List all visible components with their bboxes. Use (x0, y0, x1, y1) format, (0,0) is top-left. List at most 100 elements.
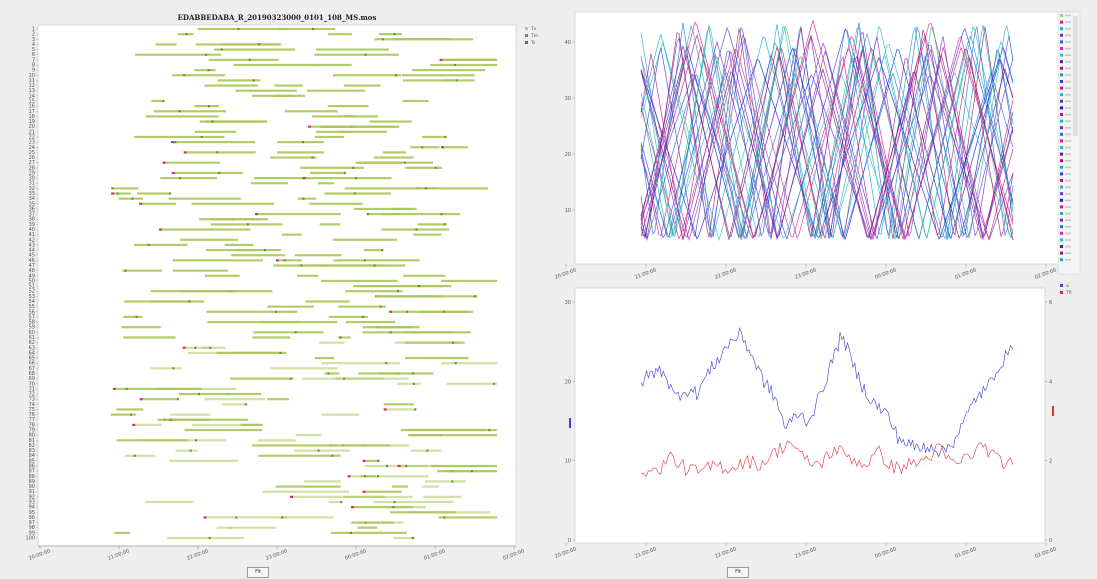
bar-segment (134, 243, 188, 247)
bar-segment (201, 346, 226, 349)
bar-segment (423, 495, 462, 498)
bar-segment (295, 434, 322, 437)
bar-marker (434, 166, 437, 169)
bar-segment (314, 135, 345, 139)
bar-marker (257, 43, 260, 46)
left-y-tick-label: 80 (29, 433, 35, 439)
left-legend-label: Ts (530, 40, 536, 46)
bar-segment (381, 228, 450, 231)
bar-marker (130, 413, 133, 416)
bar-segment (167, 536, 245, 540)
bar-marker (411, 372, 414, 375)
bar-marker (218, 171, 221, 175)
top-legend-entry (1065, 127, 1071, 129)
bar-segment (207, 320, 299, 324)
top-x-tick-label: 21:00:00 (634, 267, 657, 280)
bar-marker (418, 284, 421, 288)
bar-marker (200, 135, 203, 139)
bar-segment (306, 89, 366, 92)
bar-marker (274, 310, 277, 313)
bar-segment (410, 146, 440, 149)
bar-marker (364, 475, 367, 478)
bar-segment (153, 110, 227, 113)
left-y-tick-label: 96 (29, 515, 35, 521)
bar-marker (178, 110, 181, 113)
bar-segment (407, 511, 491, 514)
bar-segment (280, 516, 334, 519)
left-y-tick-label: 71 (29, 386, 35, 392)
bar-segment (267, 398, 290, 401)
bar-segment (443, 146, 468, 149)
top-legend-swatch (1060, 172, 1063, 176)
top-x-tick-label: 02:00:00 (1034, 267, 1057, 280)
bar-marker (381, 248, 384, 252)
top-legend-entry (1065, 113, 1071, 116)
bar-segment (233, 63, 317, 67)
bar-marker (248, 58, 251, 61)
bar-segment (347, 115, 379, 118)
bar-segment (421, 295, 478, 298)
fit-button-right[interactable]: Fit (727, 567, 749, 578)
bar-marker (412, 382, 415, 385)
top-legend-swatch (1060, 251, 1063, 255)
bar-segment (204, 274, 240, 277)
left-y-tick-label: 57 (29, 314, 35, 320)
ts-marker (255, 212, 259, 216)
top-series-line (640, 26, 1014, 239)
bar-segment (230, 377, 294, 380)
ts-marker (347, 475, 351, 478)
top-legend-swatch (1060, 20, 1063, 24)
bar-segment (382, 151, 407, 154)
top-legend-entry (1065, 74, 1071, 76)
bar-segment (216, 351, 281, 355)
bar-segment (404, 356, 469, 360)
bar-segment (274, 84, 303, 87)
bar-marker (207, 69, 210, 72)
right-axis-marker (1052, 406, 1054, 416)
bar-segment (365, 459, 380, 462)
bar-marker (294, 331, 297, 334)
bar-segment (305, 300, 350, 303)
top-legend-swatch (1060, 159, 1063, 163)
bar-segment (394, 341, 459, 344)
bottom-legend-swatch (1060, 284, 1063, 287)
top-legend-swatch (1060, 205, 1063, 209)
bar-marker (327, 372, 330, 375)
bar-segment (358, 161, 434, 164)
bar-segment (294, 254, 342, 257)
bar-segment (402, 79, 457, 82)
bar-segment (312, 115, 356, 118)
left-y-tick-label: 5 (32, 47, 35, 53)
top-legend-entry (1065, 14, 1071, 17)
bar-marker (396, 290, 399, 293)
bottom-y-tick-label-left: 30 (565, 300, 571, 306)
bar-segment (413, 233, 442, 236)
bar-segment (300, 166, 364, 169)
bar-marker (339, 336, 342, 339)
top-legend-swatch (1060, 179, 1063, 182)
bar-marker (289, 377, 292, 380)
bar-marker (488, 428, 491, 432)
left-y-tick-label: 54 (29, 299, 35, 305)
bar-segment (270, 367, 338, 370)
bar-segment (169, 459, 239, 462)
left-y-tick-label: 17 (29, 109, 35, 115)
bar-marker (385, 362, 388, 365)
bar-segment (404, 166, 443, 169)
fit-button-left[interactable]: Fit (247, 567, 269, 578)
bar-segment (145, 500, 194, 504)
bar-segment (441, 362, 497, 365)
left-y-tick-label: 87 (29, 469, 35, 475)
bar-marker (451, 480, 454, 483)
bar-segment (191, 202, 274, 205)
bar-marker (424, 187, 427, 190)
top-legend-entry (1065, 193, 1071, 195)
left-y-tick-label: 24 (29, 145, 35, 151)
bar-segment (231, 254, 286, 257)
bar-segment (378, 33, 403, 36)
bar-marker (394, 74, 397, 77)
left-legend-swatch (525, 34, 528, 37)
bar-marker (443, 310, 446, 313)
bar-segment (407, 428, 497, 432)
bar-marker (443, 516, 446, 519)
